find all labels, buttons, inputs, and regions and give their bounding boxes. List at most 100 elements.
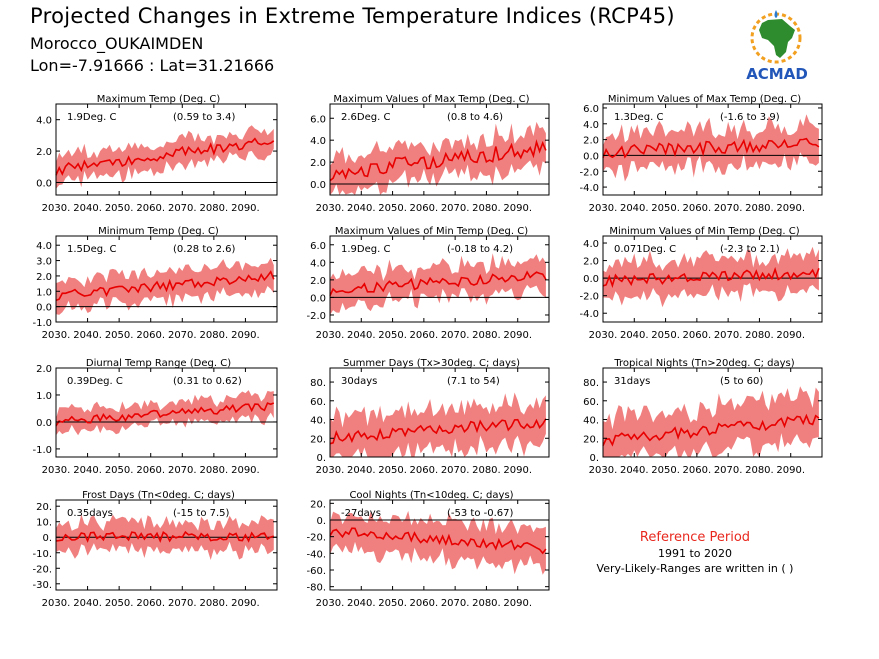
plot-frame [55, 499, 278, 591]
x-tick-label: 2030. [316, 465, 345, 476]
ensemble-mean-line [329, 527, 547, 555]
x-tick-label: 2040. [347, 598, 376, 609]
chart-txn: 6.0 4.0 2.0 0.0 -2.0 -4.0 2030. 2040. 2050. 2060.… [579, 94, 823, 214]
plot-frame [55, 235, 278, 323]
x-tick-label: 2030. [589, 203, 618, 214]
x-tick-label: 2080. [472, 330, 501, 341]
plot-frame [329, 103, 550, 196]
acmad-logo: ACMAD [746, 10, 808, 83]
likely-range-label: (5 to 60) [720, 376, 763, 387]
x-tick-label: 2030. [316, 330, 345, 341]
y-tick-label: 0. [589, 453, 599, 464]
panel-title: Tropical Nights (Tn>20deg. C; days) [613, 358, 794, 369]
plot-frame [602, 235, 823, 323]
x-tick-label: 2070. [714, 203, 743, 214]
africa-map-icon [759, 19, 795, 58]
logo-text: ACMAD [746, 65, 808, 83]
x-tick-label: 2060. [410, 330, 439, 341]
x-tick-label: 2060. [683, 203, 712, 214]
x-tick-label: 2070. [714, 330, 743, 341]
likely-range-band [56, 390, 274, 436]
y-tick-label: 4.0 [310, 136, 326, 147]
y-tick-label: 60. [583, 397, 599, 408]
plot-frame [602, 103, 823, 196]
x-tick-label: 2090. [503, 203, 532, 214]
x-tick-label: 2050. [378, 465, 407, 476]
x-tick-label: 2050. [105, 598, 134, 609]
likely-range-label: (-15 to 7.5) [173, 508, 230, 519]
ensemble-mean-line [55, 530, 275, 543]
x-tick-label: 2090. [776, 330, 805, 341]
x-tick-label: 2090. [503, 598, 532, 609]
x-tick-label: 2030. [316, 598, 345, 609]
y-tick-label: 0.0 [36, 418, 52, 429]
x-tick-label: 2050. [105, 330, 134, 341]
y-tick-label: 4.0 [36, 116, 52, 127]
x-tick-label: 2080. [745, 203, 774, 214]
x-tick-label: 2090. [231, 203, 260, 214]
likely-range-label: (0.31 to 0.62) [173, 376, 242, 387]
x-tick-label: 2090. [231, 330, 260, 341]
y-tick-label: 2.0 [310, 158, 326, 169]
change-value: 0.39Deg. C [67, 376, 123, 387]
x-tick-label: 2040. [73, 203, 102, 214]
likely-range-band [603, 386, 819, 457]
x-tick-label: 2080. [200, 598, 229, 609]
x-tick-label: 2030. [316, 203, 345, 214]
y-tick-label: -40. [306, 549, 326, 560]
x-tick-label: 2070. [714, 465, 743, 476]
x-tick-label: 2040. [620, 203, 649, 214]
likely-range-label: (-0.18 to 4.2) [447, 244, 513, 255]
x-tick-label: 2050. [378, 330, 407, 341]
x-tick-label: 2090. [776, 203, 805, 214]
x-tick-label: 2050. [378, 203, 407, 214]
y-tick-label: 2.0 [583, 257, 599, 268]
change-value: 2.6Deg. C [341, 112, 390, 123]
x-tick-label: 2090. [503, 330, 532, 341]
y-tick-label: 0.0 [310, 180, 326, 191]
likely-range-band [603, 114, 819, 182]
y-tick-label: 0. [316, 516, 326, 527]
y-tick-label: 20. [36, 502, 52, 513]
x-tick-label: 2080. [745, 330, 774, 341]
panel-title: Minimum Values of Max Temp (Deg. C) [608, 94, 801, 105]
change-value: 1.9Deg. C [67, 112, 116, 123]
change-value: 1.3Deg. C [614, 112, 663, 123]
y-tick-label: 6.0 [583, 104, 599, 115]
likely-range-label: (0.28 to 2.6) [173, 244, 235, 255]
x-tick-label: 2040. [620, 330, 649, 341]
plot-frame [55, 367, 278, 458]
y-tick-label: 4.0 [583, 239, 599, 250]
panel-title: Maximum Temp (Deg. C) [97, 94, 221, 105]
x-tick-label: 2070. [168, 598, 197, 609]
x-tick-label: 2030. [42, 598, 71, 609]
y-tick-label: -1.0 [32, 318, 52, 329]
x-tick-label: 2070. [168, 203, 197, 214]
x-tick-label: 2080. [472, 465, 501, 476]
x-tick-label: 2070. [168, 465, 197, 476]
reference-title: Reference Period [639, 530, 751, 545]
likely-range-label: (7.1 to 54) [447, 376, 500, 387]
x-tick-label: 2080. [200, 330, 229, 341]
x-tick-label: 2080. [472, 203, 501, 214]
y-tick-label: 60. [310, 397, 326, 408]
y-tick-label: 0.0 [583, 274, 599, 285]
chart-tnx: 6.0 4.0 2.0 0.0 -2.0 2030. 2040. 2050. 2060. 2070… [306, 226, 550, 341]
chart-tr20: 80.60.40.20.0.2030. 2040. 2050. 2060. 2070. 2… [583, 358, 823, 476]
x-tick-label: 2070. [441, 598, 470, 609]
x-tick-label: 2050. [651, 330, 680, 341]
change-value: 0.35days [67, 508, 113, 519]
chart-fd0: 20. 10. 0. -10. -20. -30. 2030. 2040. 2050. 2060.… [32, 490, 278, 609]
x-tick-label: 2060. [410, 465, 439, 476]
plot-frame [329, 499, 550, 591]
chart-txx: 6.0 4.0 2.0 0.0 2030. 2040. 2050. 2060. 2070. 208… [310, 94, 550, 214]
y-tick-label: -60. [306, 566, 326, 577]
x-tick-label: 2070. [441, 330, 470, 341]
x-tick-label: 2060. [136, 203, 165, 214]
y-tick-label: 3.0 [36, 257, 52, 268]
panel-title: Maximum Values of Min Temp (Deg. C) [335, 226, 528, 237]
panel-title: Cool Nights (Tn<10deg. C; days) [349, 490, 513, 501]
likely-range-band [330, 253, 546, 315]
panel-title: Maximum Values of Max Temp (Deg. C) [333, 94, 529, 105]
y-tick-label: -4.0 [579, 309, 599, 320]
